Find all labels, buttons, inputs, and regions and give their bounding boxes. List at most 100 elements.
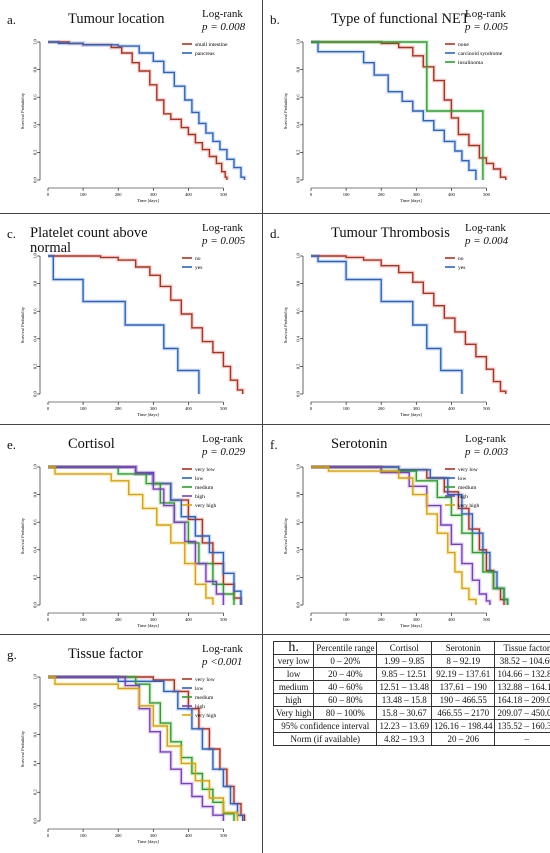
- y-axis-label: Survival Probability: [283, 92, 288, 129]
- y-tick-label: 0.6: [33, 308, 38, 314]
- row-divider-3: [0, 634, 550, 635]
- y-axis-label: Survival Probability: [20, 306, 25, 343]
- table-cell: Very high: [272, 706, 315, 720]
- y-tick-label: 1.0: [33, 463, 38, 469]
- survival-curve: [311, 41, 507, 180]
- series-band: [311, 254, 508, 394]
- x-tick-label: 300: [413, 406, 421, 411]
- km-chart: 0.0 0.2 0.4 0.6 0.8 1.0 0 100 200 300 400 500 Time […: [20, 463, 243, 628]
- legend-label: none: [458, 42, 469, 48]
- survival-curve: [311, 41, 484, 180]
- x-tick-label: 0: [47, 833, 50, 838]
- y-tick-label: 0.0: [296, 176, 301, 182]
- legend-label: very low: [195, 467, 216, 473]
- table-cell: 13.48 – 15.8: [376, 693, 432, 707]
- table-header-row: h. Percentile range Cortisol Serotonin T…: [272, 641, 550, 655]
- table-cell: 104.66 – 132.88: [494, 667, 550, 681]
- y-tick-label: 0.8: [296, 491, 301, 497]
- y-tick-label: 1.0: [33, 252, 38, 258]
- table-cell: 0 – 20%: [313, 654, 378, 668]
- table-cell: Norm (if available): [272, 732, 378, 746]
- percentile-table: h. Percentile range Cortisol Serotonin T…: [272, 641, 550, 746]
- survival-curve: [311, 466, 477, 605]
- table-cell: 92.19 – 137.61: [430, 667, 496, 681]
- y-tick-label: 0.0: [33, 390, 38, 396]
- y-tick-label: 0.4: [33, 760, 38, 766]
- table-header-cell: Tissue factor: [494, 641, 550, 655]
- x-tick-label: 100: [80, 617, 88, 622]
- p-value: p = 0.005: [465, 21, 509, 33]
- y-tick-label: 0.8: [296, 280, 301, 286]
- table-cell: 164.18 – 209.07: [494, 693, 550, 707]
- legend-label: small intestine: [195, 42, 228, 48]
- legend-label: medium: [458, 485, 477, 491]
- log-rank-label: Log-rank: [465, 222, 506, 234]
- legend-label: high: [195, 704, 205, 710]
- x-tick-label: 0: [47, 406, 50, 411]
- y-tick-label: 0.2: [296, 364, 301, 370]
- log-rank-label: Log-rank: [202, 643, 243, 655]
- x-tick-label: 100: [80, 406, 88, 411]
- y-tick-label: 0.8: [33, 280, 38, 286]
- x-tick-label: 400: [185, 406, 193, 411]
- table-cell: 20 – 40%: [313, 667, 378, 681]
- y-tick-label: 0.8: [33, 702, 38, 708]
- x-tick-label: 300: [413, 617, 421, 622]
- legend-label: no: [458, 256, 464, 262]
- table-cell: 8 – 92.19: [430, 654, 496, 668]
- x-tick-label: 400: [448, 617, 456, 622]
- survival-curve: [48, 466, 235, 605]
- table-cell: 20 – 206: [430, 732, 496, 746]
- x-tick-label: 400: [185, 617, 193, 622]
- table-cell: 135.52 – 160.34: [494, 719, 550, 733]
- table-cell: high: [272, 693, 315, 707]
- survival-curve: [311, 255, 463, 394]
- table-cell: 9.85 – 12.51: [376, 667, 432, 681]
- table-cell: medium: [272, 680, 315, 694]
- legend-label: low: [458, 476, 467, 482]
- x-axis-label: Time [days]: [137, 198, 159, 203]
- table-row: medium 40 – 60% 12.51 – 13.48 137.61 – 1…: [272, 680, 550, 694]
- p-value: p = 0.004: [465, 235, 509, 247]
- table-header-cell: Percentile range: [313, 641, 378, 655]
- x-tick-label: 500: [483, 617, 491, 622]
- x-tick-label: 300: [150, 192, 158, 197]
- survival-curve: [48, 676, 239, 821]
- table-row: 95% confidence interval 12.23 – 13.69 12…: [272, 719, 550, 733]
- x-tick-label: 500: [220, 833, 228, 838]
- legend-label: low: [195, 686, 204, 692]
- x-tick-label: 400: [185, 192, 193, 197]
- x-tick-label: 100: [343, 192, 351, 197]
- x-axis-label: Time [days]: [400, 623, 422, 628]
- y-tick-label: 0.6: [33, 519, 38, 525]
- x-tick-label: 500: [220, 192, 228, 197]
- x-tick-label: 200: [378, 192, 386, 197]
- table-cell: 132.88 – 164.18: [494, 680, 550, 694]
- log-rank-label: Log-rank: [202, 8, 243, 20]
- table-cell: 126.16 – 198.44: [430, 719, 496, 733]
- legend-label: medium: [195, 695, 214, 701]
- x-axis-label: Time [days]: [400, 412, 422, 417]
- legend-label: yes: [458, 265, 465, 271]
- panel-letter: f.: [270, 437, 278, 452]
- x-tick-label: 200: [378, 406, 386, 411]
- survival-curve: [311, 466, 491, 605]
- km-chart: 0.0 0.2 0.4 0.6 0.8 1.0 0 100 200 300 400 500 Time […: [20, 252, 245, 417]
- x-tick-label: 100: [80, 833, 88, 838]
- legend-label: pancreas: [195, 51, 215, 57]
- y-tick-label: 0.2: [296, 150, 301, 156]
- km-panel-3: c. Platelet count above normal Log-rank p =…: [0, 214, 262, 424]
- km-panel-6: f. Serotonin Log-rank p = 0.003 0.0 0.2 0.4 0.6…: [263, 425, 525, 635]
- x-tick-label: 300: [413, 192, 421, 197]
- x-tick-label: 200: [115, 617, 123, 622]
- km-chart: 0.0 0.2 0.4 0.6 0.8 1.0 0 100 200 300 400 500 Time […: [20, 38, 247, 203]
- survival-curve: [311, 466, 509, 605]
- y-tick-label: 1.0: [33, 673, 38, 679]
- p-value: p = 0.008: [202, 21, 246, 33]
- y-axis-label: Survival Probability: [20, 730, 25, 767]
- x-tick-label: 400: [185, 833, 193, 838]
- y-tick-label: 0.0: [296, 390, 301, 396]
- y-tick-label: 0.6: [296, 94, 301, 100]
- log-rank-label: Log-rank: [202, 222, 243, 234]
- x-tick-label: 200: [115, 833, 123, 838]
